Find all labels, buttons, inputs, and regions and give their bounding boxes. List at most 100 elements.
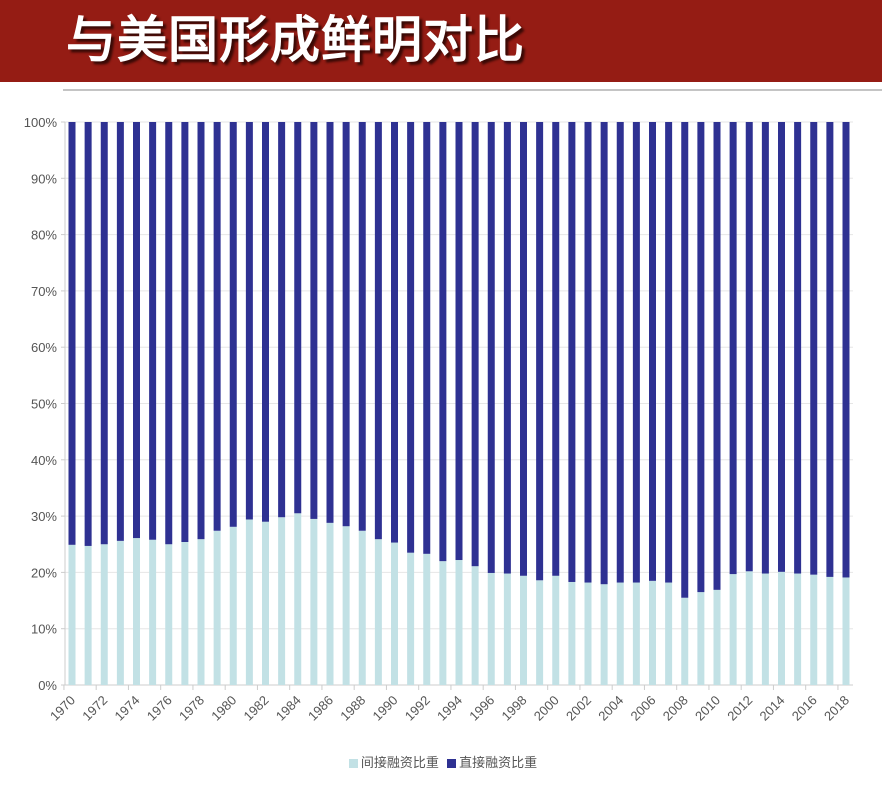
bar-direct-2005 xyxy=(632,122,640,583)
bar-indirect-2000 xyxy=(552,575,560,685)
bar-indirect-2007 xyxy=(665,582,673,685)
bar-indirect-1991 xyxy=(407,552,415,685)
bar-direct-1971 xyxy=(84,122,92,546)
divider xyxy=(63,89,882,91)
bar-direct-1972 xyxy=(100,122,108,545)
bar-direct-1995 xyxy=(471,122,479,567)
bar-direct-2000 xyxy=(552,122,560,576)
bar-indirect-2008 xyxy=(681,597,689,685)
bar-indirect-1987 xyxy=(342,526,350,685)
bar-indirect-2015 xyxy=(794,573,802,685)
legend: 间接融资比重 直接融资比重 xyxy=(0,752,882,771)
bar-direct-1984 xyxy=(294,122,302,514)
x-tick-label: 1990 xyxy=(370,693,401,724)
x-tick-label: 2014 xyxy=(757,693,788,724)
bar-direct-2017 xyxy=(826,122,834,577)
bar-indirect-2003 xyxy=(600,584,608,685)
bar-direct-2003 xyxy=(600,122,608,585)
bar-indirect-1992 xyxy=(423,553,431,685)
legend-item-direct[interactable]: 直接融资比重 xyxy=(443,756,537,771)
bar-indirect-1974 xyxy=(133,538,140,685)
bar-direct-2012 xyxy=(745,122,753,572)
x-tick-label: 2004 xyxy=(595,693,626,724)
x-tick-label: 1974 xyxy=(112,693,143,724)
legend-swatch-direct xyxy=(447,759,457,768)
x-tick-label: 1978 xyxy=(176,693,207,724)
x-tick-label: 2002 xyxy=(563,693,594,724)
bar-direct-1970 xyxy=(68,122,76,545)
bar-indirect-2017 xyxy=(826,576,834,685)
bar-direct-1979 xyxy=(213,122,221,531)
bar-direct-1996 xyxy=(487,122,495,573)
bar-indirect-2012 xyxy=(745,571,753,685)
y-tick-label: 10% xyxy=(31,622,57,637)
bar-direct-1977 xyxy=(181,122,189,542)
y-tick-label: 60% xyxy=(31,340,57,355)
bar-indirect-1998 xyxy=(520,575,527,685)
bar-indirect-1989 xyxy=(374,539,382,685)
y-tick-label: 40% xyxy=(31,453,57,468)
bar-indirect-1981 xyxy=(245,519,253,685)
bar-indirect-1997 xyxy=(503,573,511,685)
bar-direct-2013 xyxy=(761,122,769,574)
bar-indirect-1979 xyxy=(213,530,221,685)
bar-direct-1985 xyxy=(310,122,318,519)
bar-indirect-1986 xyxy=(326,522,334,685)
x-tick-label: 1976 xyxy=(144,693,175,724)
bar-direct-1992 xyxy=(423,122,431,554)
bar-indirect-2009 xyxy=(697,592,705,685)
x-tick-label: 2006 xyxy=(628,693,659,724)
bar-indirect-1985 xyxy=(310,518,318,685)
x-tick-label: 2016 xyxy=(789,693,820,724)
bar-direct-2011 xyxy=(729,122,737,575)
legend-label-direct: 直接融资比重 xyxy=(459,756,538,771)
bar-indirect-1999 xyxy=(536,580,544,685)
bar-direct-1993 xyxy=(439,122,447,562)
bar-direct-2006 xyxy=(649,122,656,581)
bar-indirect-1977 xyxy=(181,541,189,685)
bar-indirect-1982 xyxy=(262,521,269,685)
legend-item-indirect[interactable]: 间接融资比重 xyxy=(345,756,439,771)
bar-direct-1973 xyxy=(116,122,124,541)
bar-direct-2001 xyxy=(568,122,576,582)
bar-indirect-2013 xyxy=(761,573,769,685)
legend-label-indirect: 间接融资比重 xyxy=(360,756,439,771)
bar-indirect-2010 xyxy=(713,589,721,685)
bar-direct-1990 xyxy=(391,122,398,543)
bar-indirect-1990 xyxy=(391,542,398,685)
page-title: 与美国形成鲜明对比 xyxy=(66,10,525,69)
x-tick-label: 1992 xyxy=(402,693,433,724)
y-tick-label: 20% xyxy=(31,565,57,580)
bar-indirect-1994 xyxy=(455,560,463,685)
x-tick-label: 2000 xyxy=(531,693,562,724)
bar-direct-2008 xyxy=(681,122,689,598)
y-tick-label: 90% xyxy=(31,171,57,186)
bar-indirect-2006 xyxy=(649,580,656,685)
bar-direct-2018 xyxy=(842,122,850,578)
y-tick-label: 0% xyxy=(38,678,57,693)
x-tick-label: 1994 xyxy=(434,693,465,724)
bar-indirect-1971 xyxy=(84,545,92,685)
bar-indirect-1975 xyxy=(149,539,157,685)
bar-indirect-2014 xyxy=(778,571,785,685)
bar-direct-2004 xyxy=(616,122,624,583)
title-banner: 与美国形成鲜明对比 xyxy=(0,0,882,82)
bar-direct-1999 xyxy=(536,122,544,581)
bar-direct-2002 xyxy=(584,122,592,583)
bar-direct-1981 xyxy=(245,122,253,520)
x-tick-label: 2018 xyxy=(821,693,852,724)
x-tick-label: 1984 xyxy=(273,693,304,724)
bar-indirect-1984 xyxy=(294,513,302,685)
y-tick-label: 50% xyxy=(31,397,57,412)
x-tick-label: 1988 xyxy=(337,693,368,724)
bar-direct-1976 xyxy=(165,122,173,545)
x-tick-label: 2010 xyxy=(692,693,723,724)
bar-indirect-2018 xyxy=(842,577,850,685)
bar-indirect-1983 xyxy=(278,517,286,685)
bar-direct-1989 xyxy=(374,122,382,540)
bar-indirect-1972 xyxy=(100,544,108,685)
bar-indirect-2002 xyxy=(584,582,592,685)
bar-direct-1988 xyxy=(358,122,366,531)
bar-direct-2009 xyxy=(697,122,705,593)
